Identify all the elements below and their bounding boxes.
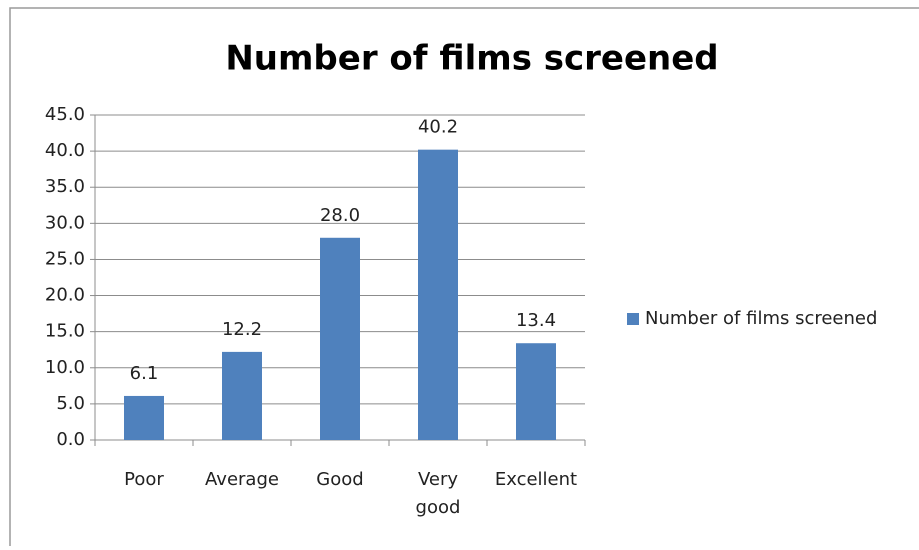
legend-swatch: [627, 313, 639, 325]
x-tick-label-box: Poor: [124, 469, 164, 490]
x-tick-label-box: Excellent: [494, 469, 578, 490]
y-tick-label: 35.0: [45, 176, 85, 197]
bar: [320, 237, 360, 440]
y-tick-label: 40.0: [45, 140, 85, 161]
y-tick-label: 10.0: [45, 357, 85, 378]
x-tick-label-box: Very good: [415, 469, 461, 518]
y-tick-label: 30.0: [45, 212, 85, 233]
bar: [124, 395, 164, 440]
y-tick-label: 45.0: [45, 104, 85, 125]
y-tick-label: 15.0: [45, 321, 85, 342]
y-tick-label: 20.0: [45, 285, 85, 306]
data-label: 6.1: [130, 363, 159, 384]
x-tick-label: Poor: [124, 469, 164, 490]
chart-title: Number of films screened: [225, 39, 718, 79]
x-tick-label: Good: [316, 469, 364, 490]
y-tick-label: 25.0: [45, 248, 85, 269]
x-tick-label-box: Good: [316, 469, 364, 490]
y-tick-label: 0.0: [56, 429, 85, 450]
bar: [418, 149, 458, 440]
data-label: 12.2: [222, 319, 262, 340]
x-tick-label: Very good: [415, 469, 461, 518]
data-label: 28.0: [320, 205, 360, 226]
chart-border: [9, 7, 919, 550]
x-tick-label-box: Average: [205, 469, 279, 490]
data-label: 13.4: [516, 310, 556, 331]
x-tick-label: Excellent: [494, 469, 578, 490]
data-label: 40.2: [418, 117, 458, 138]
y-tick-label: 5.0: [56, 393, 85, 414]
bar: [516, 343, 556, 440]
legend-label: Number of films screened: [645, 308, 877, 329]
x-tick-label: Average: [205, 469, 279, 490]
bar: [222, 351, 262, 440]
